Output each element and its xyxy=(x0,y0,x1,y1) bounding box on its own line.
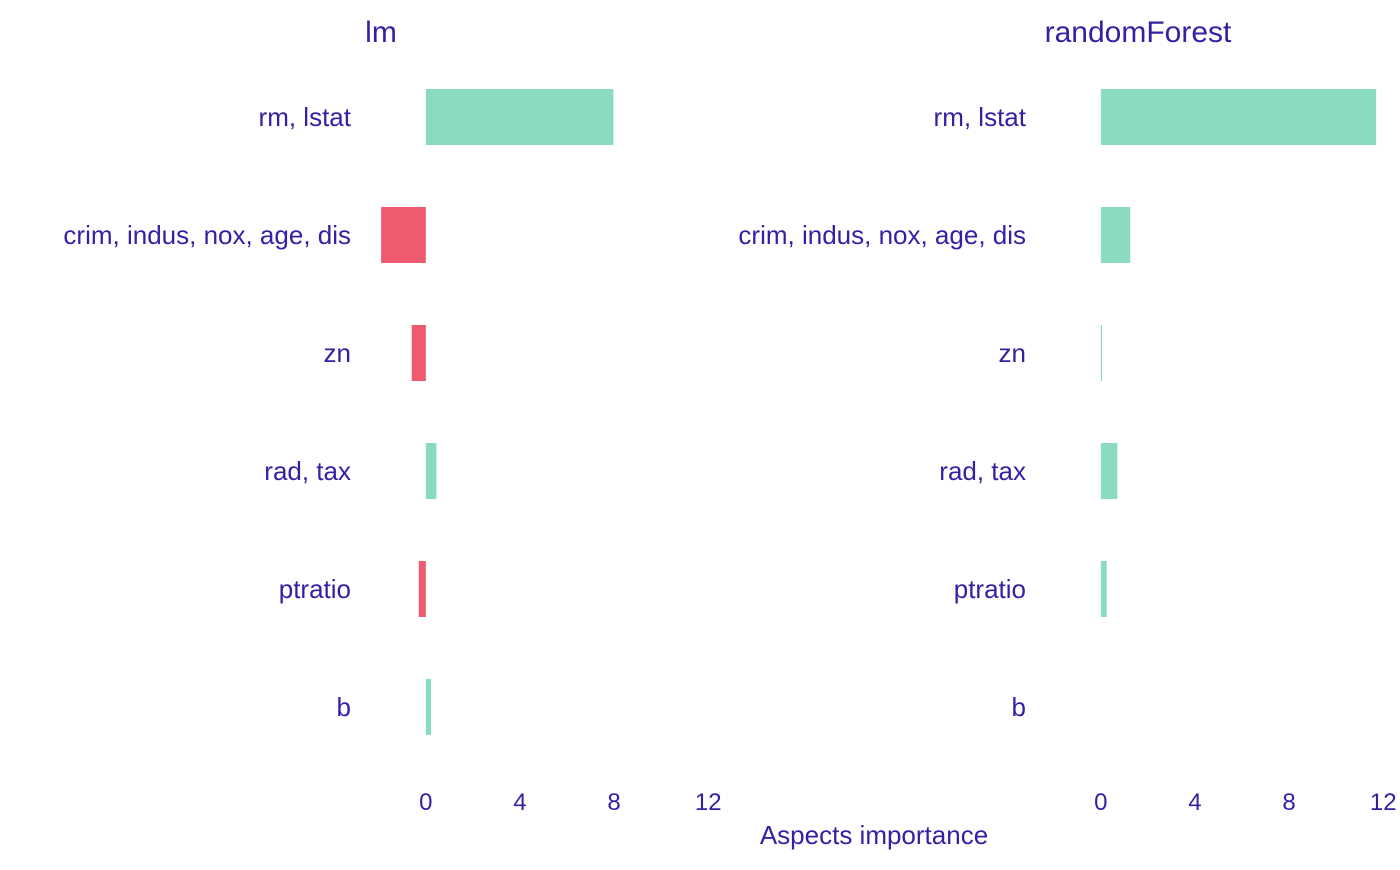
x-tick-label: 8 xyxy=(1282,789,1295,816)
x-tick-label: 4 xyxy=(513,789,526,816)
category-label: rad, tax xyxy=(264,456,351,486)
bar xyxy=(1100,325,1103,381)
bar xyxy=(425,679,432,735)
x-tick-label: 12 xyxy=(695,789,722,816)
x-tick-label: 8 xyxy=(607,789,620,816)
panel-2: randomForest rm, lstat crim, indus, nox, a… xyxy=(738,16,1396,816)
x-tick-label: 0 xyxy=(1094,789,1107,816)
bar xyxy=(1100,561,1107,617)
category-label: zn xyxy=(324,338,351,368)
category-label: rad, tax xyxy=(939,456,1026,486)
panel-1: lm rm, lstat crim, indus, nox, age, dis zn r… xyxy=(63,16,721,816)
category-label: ptratio xyxy=(954,574,1026,604)
x-tick-label: 0 xyxy=(419,789,432,816)
category-label: ptratio xyxy=(279,574,351,604)
category-label: zn xyxy=(999,338,1026,368)
panel-title: lm xyxy=(365,16,397,49)
x-tick-label: 12 xyxy=(1370,789,1397,816)
bar xyxy=(1100,89,1377,145)
category-label: rm, lstat xyxy=(934,102,1027,132)
bar xyxy=(1100,207,1131,263)
bar xyxy=(425,443,437,499)
bar xyxy=(1100,443,1118,499)
category-label: b xyxy=(337,692,351,722)
x-axis-label: Aspects importance xyxy=(760,820,988,850)
category-label: crim, indus, nox, age, dis xyxy=(63,220,351,250)
bar xyxy=(418,561,426,617)
category-label: b xyxy=(1012,692,1026,722)
bar xyxy=(411,325,426,381)
panel-title: randomForest xyxy=(1045,16,1232,49)
category-label: rm, lstat xyxy=(259,102,352,132)
x-tick-label: 4 xyxy=(1188,789,1201,816)
bar xyxy=(381,207,426,263)
category-label: crim, indus, nox, age, dis xyxy=(738,220,1026,250)
bar xyxy=(425,89,614,145)
